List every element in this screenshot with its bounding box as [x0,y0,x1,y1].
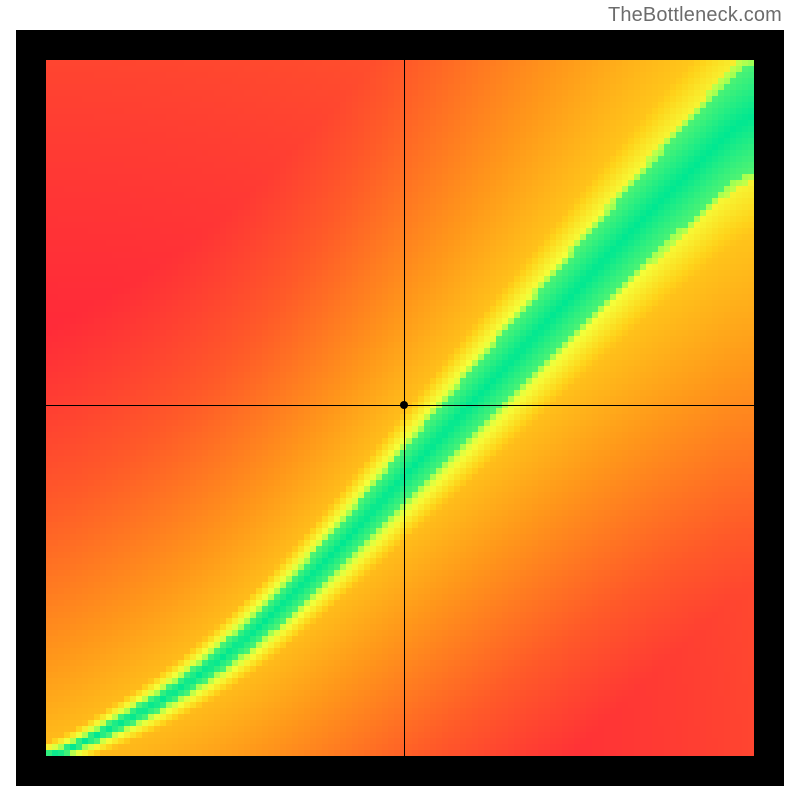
watermark-text: TheBottleneck.com [608,4,782,27]
crosshair-marker [400,401,408,409]
plot-frame [16,30,784,786]
bottleneck-heatmap [46,60,754,756]
